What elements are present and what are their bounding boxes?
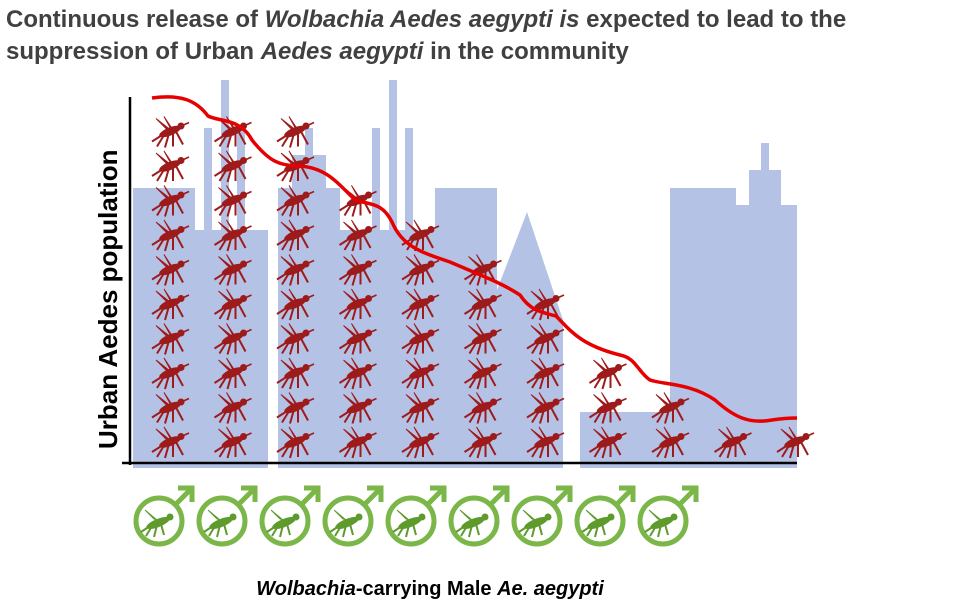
building-spire (761, 143, 769, 170)
building (435, 188, 497, 468)
male-wolbachia-row (136, 488, 696, 544)
x-label-italic-tail: Ae. aegypti (497, 578, 604, 600)
building-spire (372, 128, 380, 230)
mosquito-icon (151, 150, 190, 183)
title-line2-prefix: suppression of Urban (6, 38, 261, 65)
building-pyramid (497, 212, 563, 468)
title-line1-italic: Wolbachia Aedes aegypti is (264, 6, 580, 33)
male-wolbachia-mosquito-icon (388, 488, 444, 544)
x-label-italic: Wolbachia (256, 578, 356, 600)
mosquito-icon (213, 150, 253, 183)
building-spire (221, 80, 229, 230)
building-spire (389, 80, 397, 230)
mosquito-icon (151, 115, 190, 149)
title-line2-italic: Aedes aegypti (260, 38, 424, 65)
x-axis-label: Wolbachia-carrying Male Ae. aegypti (0, 578, 860, 601)
mosquito-icon (213, 184, 253, 218)
city-silhouette (133, 80, 797, 468)
building-spire (305, 128, 313, 155)
male-wolbachia-mosquito-icon (325, 488, 381, 544)
y-axis-label: Urban Aedes population (93, 150, 123, 450)
building (736, 205, 797, 468)
building-spire (237, 128, 245, 230)
male-wolbachia-mosquito-icon (451, 488, 507, 544)
male-wolbachia-mosquito-icon (577, 488, 633, 544)
male-wolbachia-mosquito-icon (262, 488, 318, 544)
title-line1-suffix: expected to lead to the (579, 6, 847, 33)
building-top (749, 170, 781, 205)
male-wolbachia-mosquito-icon (640, 488, 696, 544)
diagram-title: Continuous release of Wolbachia Aedes ae… (6, 4, 974, 68)
building-spire (405, 128, 413, 230)
title-line1-prefix: Continuous release of (6, 6, 265, 33)
male-wolbachia-mosquito-icon (199, 488, 255, 544)
x-label-rest: -carrying Male (355, 578, 498, 600)
building (670, 188, 736, 468)
building-spire (204, 128, 212, 230)
building (580, 412, 670, 468)
population-trend-line (151, 95, 798, 423)
male-wolbachia-mosquito-icon (514, 488, 570, 544)
title-line2-suffix: in the community (423, 38, 629, 65)
male-wolbachia-mosquito-icon (136, 488, 192, 544)
mosquito-icon (588, 357, 628, 390)
